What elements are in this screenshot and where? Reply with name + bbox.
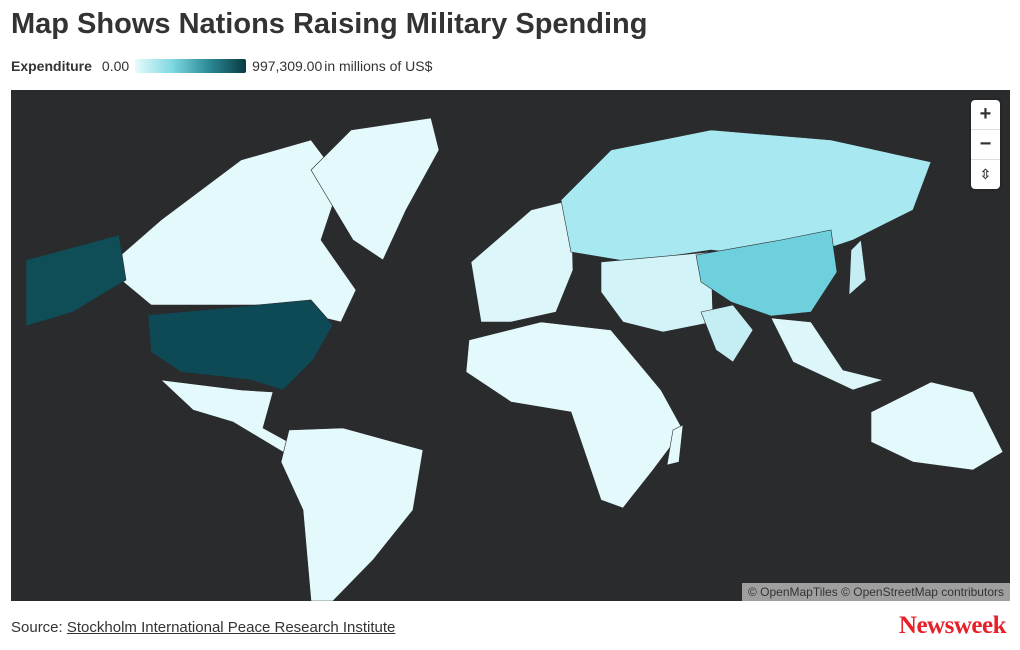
- map-shapes: [25, 117, 1004, 601]
- attribution: © OpenMapTiles © OpenStreetMap contribut…: [741, 583, 1010, 601]
- footer: Source: Stockholm International Peace Re…: [11, 619, 395, 636]
- title: Map Shows Nations Raising Military Spend…: [11, 8, 648, 40]
- canada[interactable]: [120, 139, 357, 323]
- legend-unit: in millions of US$: [324, 58, 433, 74]
- europe[interactable]: [470, 199, 574, 323]
- alaska[interactable]: [25, 234, 127, 327]
- madagascar[interactable]: [666, 424, 684, 466]
- china[interactable]: [695, 229, 838, 317]
- mexico-central-america[interactable]: [160, 379, 304, 453]
- reset-north-button[interactable]: ⇳: [979, 166, 992, 182]
- japan[interactable]: [848, 239, 867, 296]
- southeast-asia[interactable]: [770, 317, 885, 391]
- australia[interactable]: [870, 381, 1004, 471]
- legend-label: Expenditure: [11, 58, 92, 74]
- greenland[interactable]: [310, 117, 440, 261]
- india[interactable]: [700, 304, 754, 363]
- source-label: Source:: [11, 619, 63, 636]
- logo[interactable]: Newsweek: [898, 612, 1007, 639]
- usa[interactable]: [147, 299, 334, 391]
- legend-min: 0.00: [101, 58, 130, 74]
- south-america[interactable]: [280, 427, 424, 601]
- map[interactable]: + − ⇳ © OpenMapTiles © OpenStreetMap con…: [11, 90, 1010, 601]
- russia[interactable]: [560, 129, 932, 263]
- source-link[interactable]: Stockholm International Peace Research I…: [66, 619, 396, 636]
- africa[interactable]: [465, 321, 684, 509]
- legend-gradient: [135, 59, 247, 73]
- legend: Expenditure 0.00 997,309.00 in millions …: [11, 58, 432, 74]
- zoom-out-button[interactable]: −: [971, 130, 1000, 160]
- middle-east-central-asia[interactable]: [600, 251, 714, 333]
- zoom-in-button[interactable]: +: [971, 100, 1000, 130]
- legend-max: 997,309.00: [252, 58, 323, 74]
- map-controls: + − ⇳: [971, 100, 1000, 189]
